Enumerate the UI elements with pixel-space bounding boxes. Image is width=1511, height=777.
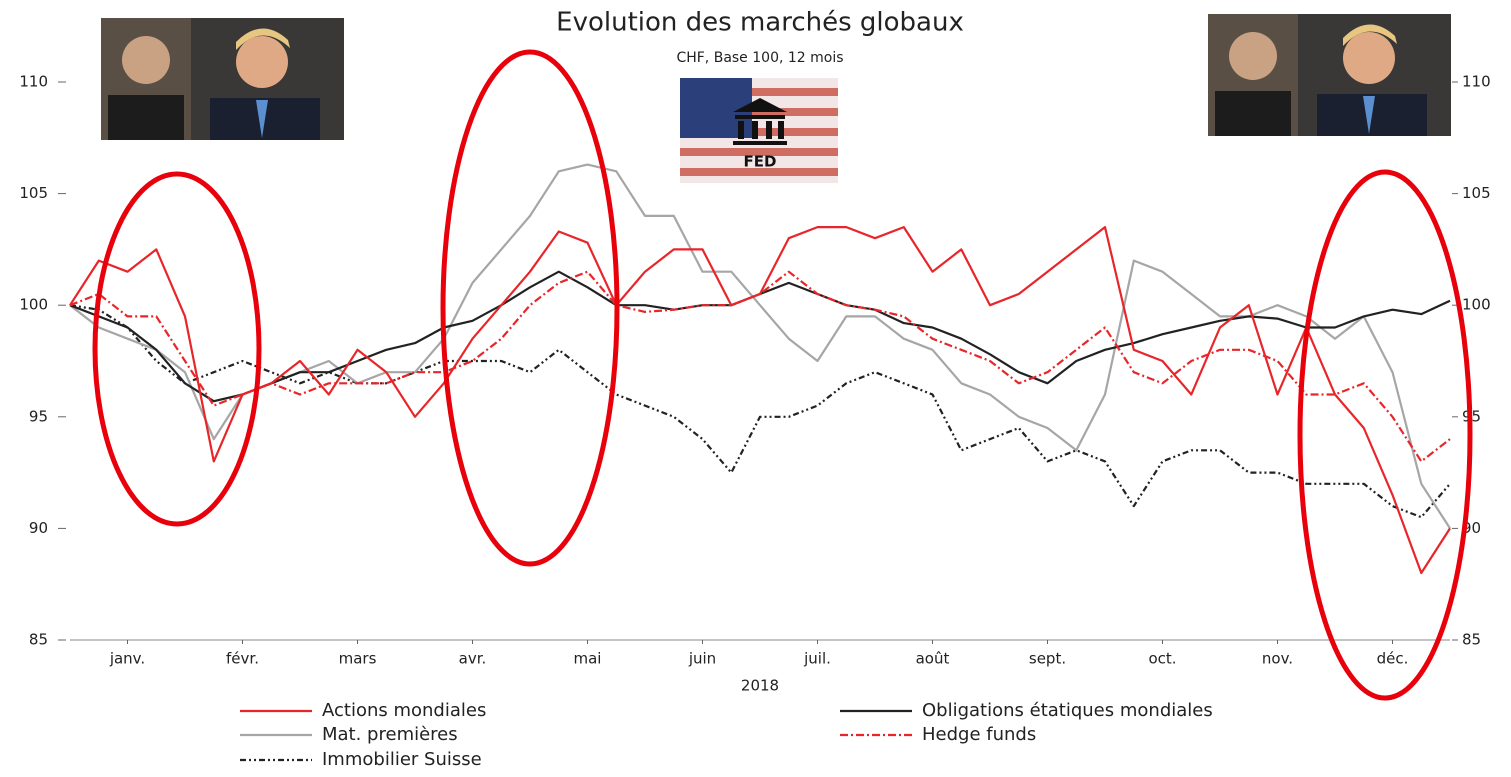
y-tick-label: 90 [29, 519, 48, 537]
y-tick-label: 85 [29, 631, 48, 649]
legend-label: Actions mondiales [322, 700, 486, 721]
photo-left [101, 18, 344, 140]
series-line [69, 163, 1451, 529]
x-tick-label: juin [688, 650, 716, 668]
chart-title: Evolution des marchés globaux [556, 8, 964, 38]
y2-tick-label: 105 [1462, 184, 1491, 202]
x-tick-label: févr. [226, 650, 259, 668]
x-tick-label: nov. [1262, 650, 1293, 668]
y-tick-label: 95 [29, 407, 48, 425]
x-tick-label: oct. [1148, 650, 1176, 668]
x-tick-label: juil. [803, 650, 831, 668]
highlight-ellipse [92, 171, 262, 527]
x-tick-label: sept. [1029, 650, 1066, 668]
fed-label: FED [744, 153, 777, 171]
series-line [69, 270, 1451, 463]
x-axis-label: 2018 [741, 677, 779, 695]
photo-right [1208, 14, 1451, 136]
y2-tick-label: 100 [1462, 296, 1491, 314]
legend-label: Immobilier Suisse [322, 749, 482, 770]
chart-subtitle: CHF, Base 100, 12 mois [676, 50, 843, 66]
x-tick-label: déc. [1377, 650, 1409, 668]
highlight-ellipse [1297, 169, 1473, 701]
legend-label: Hedge funds [922, 724, 1036, 745]
x-tick-label: janv. [109, 650, 145, 668]
legend-label: Obligations étatiques mondiales [922, 700, 1213, 721]
y-tick-label: 105 [19, 184, 48, 202]
fed-image: FED [680, 78, 838, 183]
highlight-ellipse [440, 49, 620, 567]
series-line [69, 226, 1451, 575]
y2-tick-label: 85 [1462, 631, 1481, 649]
x-tick-label: avr. [459, 650, 487, 668]
x-tick-label: mai [574, 650, 602, 668]
y-tick-label: 100 [19, 296, 48, 314]
x-tick-label: août [916, 650, 950, 668]
y-tick-label: 110 [19, 73, 48, 91]
series-line [69, 304, 1451, 519]
x-tick-label: mars [339, 650, 377, 668]
series-line [69, 270, 1451, 403]
y2-tick-label: 110 [1462, 73, 1491, 91]
legend-label: Mat. premières [322, 724, 458, 745]
